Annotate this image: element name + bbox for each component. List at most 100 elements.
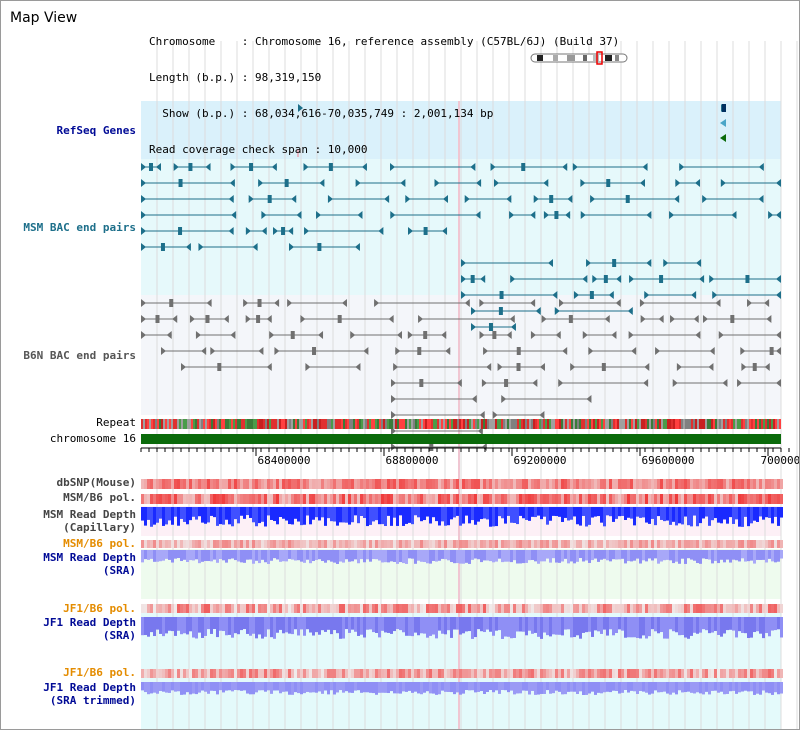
polymorphism-cell (627, 494, 630, 504)
track-label-msm-b6-pol[interactable]: MSM/B6 pol. (63, 491, 136, 504)
read-depth-bar (450, 507, 453, 520)
read-depth-bar (699, 550, 702, 564)
polymorphism-cell (663, 540, 666, 548)
read-depth-bar (615, 550, 618, 560)
read-depth-bar (447, 507, 450, 526)
polymorphism-cell (339, 604, 342, 613)
read-depth-bar (741, 507, 744, 527)
b6n-bac-pair-end (141, 299, 146, 307)
read-depth-bar (489, 682, 492, 691)
read-depth-bar (450, 617, 453, 638)
track-label-jf1-b6-pol[interactable]: JF1/B6 pol. (63, 602, 136, 615)
track-label-b6n-bac[interactable]: B6N BAC end pairs (23, 349, 136, 362)
refseq-gene-glyph (720, 119, 726, 127)
track-label-msm-depth-sra[interactable]: MSM Read Depth (43, 551, 136, 564)
repeat-block (245, 419, 247, 429)
polymorphism-cell (426, 494, 429, 504)
repeat-block (583, 419, 585, 429)
read-depth-bar (690, 550, 693, 560)
polymorphism-cell (201, 479, 204, 489)
polymorphism-cell (714, 494, 717, 504)
msm-bac-pair-end (606, 179, 611, 187)
b6n-bac-pair-end (718, 331, 724, 339)
read-depth-bar (555, 682, 558, 691)
polymorphism-cell (366, 494, 369, 504)
polymorphism-cell (315, 604, 318, 613)
read-depth-bar (483, 617, 486, 633)
polymorphism-cell (300, 604, 303, 613)
track-label-msm-depth-capillary[interactable]: MSM Read Depth (43, 508, 136, 521)
polymorphism-cell (180, 669, 183, 678)
polymorphism-cell (489, 604, 492, 613)
polymorphism-cell (294, 540, 297, 548)
polymorphism-cell (477, 540, 480, 548)
read-depth-bar (522, 617, 525, 632)
repeat-block (487, 419, 489, 429)
read-depth-bar (150, 550, 153, 559)
track-label-jf1-b6-pol-trim[interactable]: JF1/B6 pol. (63, 666, 136, 679)
repeat-block (279, 419, 281, 429)
track-label-chromosome[interactable]: chromosome 16 (49, 432, 136, 445)
read-depth-bar (453, 617, 456, 630)
read-depth-bar (225, 682, 228, 691)
polymorphism-cell (144, 479, 147, 489)
polymorphism-cell (684, 494, 687, 504)
track-label-repeat[interactable]: Repeat (96, 416, 136, 429)
read-depth-bar (663, 682, 666, 692)
read-depth-bar (426, 550, 429, 564)
read-depth-bar (423, 507, 426, 521)
polymorphism-cell (480, 540, 483, 548)
read-depth-bar (432, 682, 435, 694)
polymorphism-cell (414, 540, 417, 548)
read-depth-bar (765, 550, 768, 563)
polymorphism-cell (441, 479, 444, 489)
repeat-block (213, 419, 215, 429)
polymorphism-cell (678, 479, 681, 489)
polymorphism-cell (435, 494, 438, 504)
polymorphism-cell (633, 494, 636, 504)
track-label-jf1-depth-trim[interactable]: JF1 Read Depth (43, 681, 136, 694)
b6n-bac-pair-end (570, 363, 576, 371)
read-depth-bar (384, 507, 387, 527)
track-label-msm-b6-pol-sra[interactable]: MSM/B6 pol. (63, 537, 136, 550)
polymorphism-cell (504, 604, 507, 613)
read-depth-bar (561, 507, 564, 522)
repeat-block (335, 419, 337, 429)
polymorphism-cell (279, 604, 282, 613)
track-label-refseq[interactable]: RefSeq Genes (56, 124, 136, 137)
polymorphism-cell (444, 494, 447, 504)
msm-bac-pair-end (669, 211, 675, 219)
msm-bac-pair-end (141, 179, 146, 187)
polymorphism-cell (456, 540, 459, 548)
b6n-bac-pair-end (274, 299, 280, 307)
polymorphism-cell (492, 604, 495, 613)
repeat-block (755, 419, 757, 429)
polymorphism-cell (462, 669, 465, 678)
polymorphism-cell (453, 479, 456, 489)
polymorphism-cell (666, 479, 669, 489)
repeat-block (665, 419, 667, 429)
repeat-block (651, 419, 653, 429)
polymorphism-cell (300, 479, 303, 489)
read-depth-bar (558, 550, 561, 563)
track-label-dbsnp[interactable]: dbSNP(Mouse) (56, 476, 136, 489)
polymorphism-cell (501, 479, 504, 489)
b6n-bac-pair-end (776, 379, 781, 387)
msm-bac-pair-end (590, 195, 596, 203)
track-label-msm-bac[interactable]: MSM BAC end pairs (23, 221, 136, 234)
polymorphism-cell (147, 540, 150, 548)
polymorphism-cell (345, 479, 348, 489)
track-label-jf1-depth-sra[interactable]: JF1 Read Depth (43, 616, 136, 629)
polymorphism-cell (609, 669, 612, 678)
read-depth-bar (639, 617, 642, 639)
polymorphism-cell (723, 479, 726, 489)
polymorphism-cell (465, 494, 468, 504)
read-depth-bar (273, 617, 276, 639)
read-depth-bar (771, 617, 774, 631)
read-depth-bar (330, 550, 333, 562)
polymorphism-cell (240, 540, 243, 548)
polymorphism-cell (285, 669, 288, 678)
polymorphism-cell (312, 479, 315, 489)
msm-bac-pair-end (646, 259, 652, 267)
